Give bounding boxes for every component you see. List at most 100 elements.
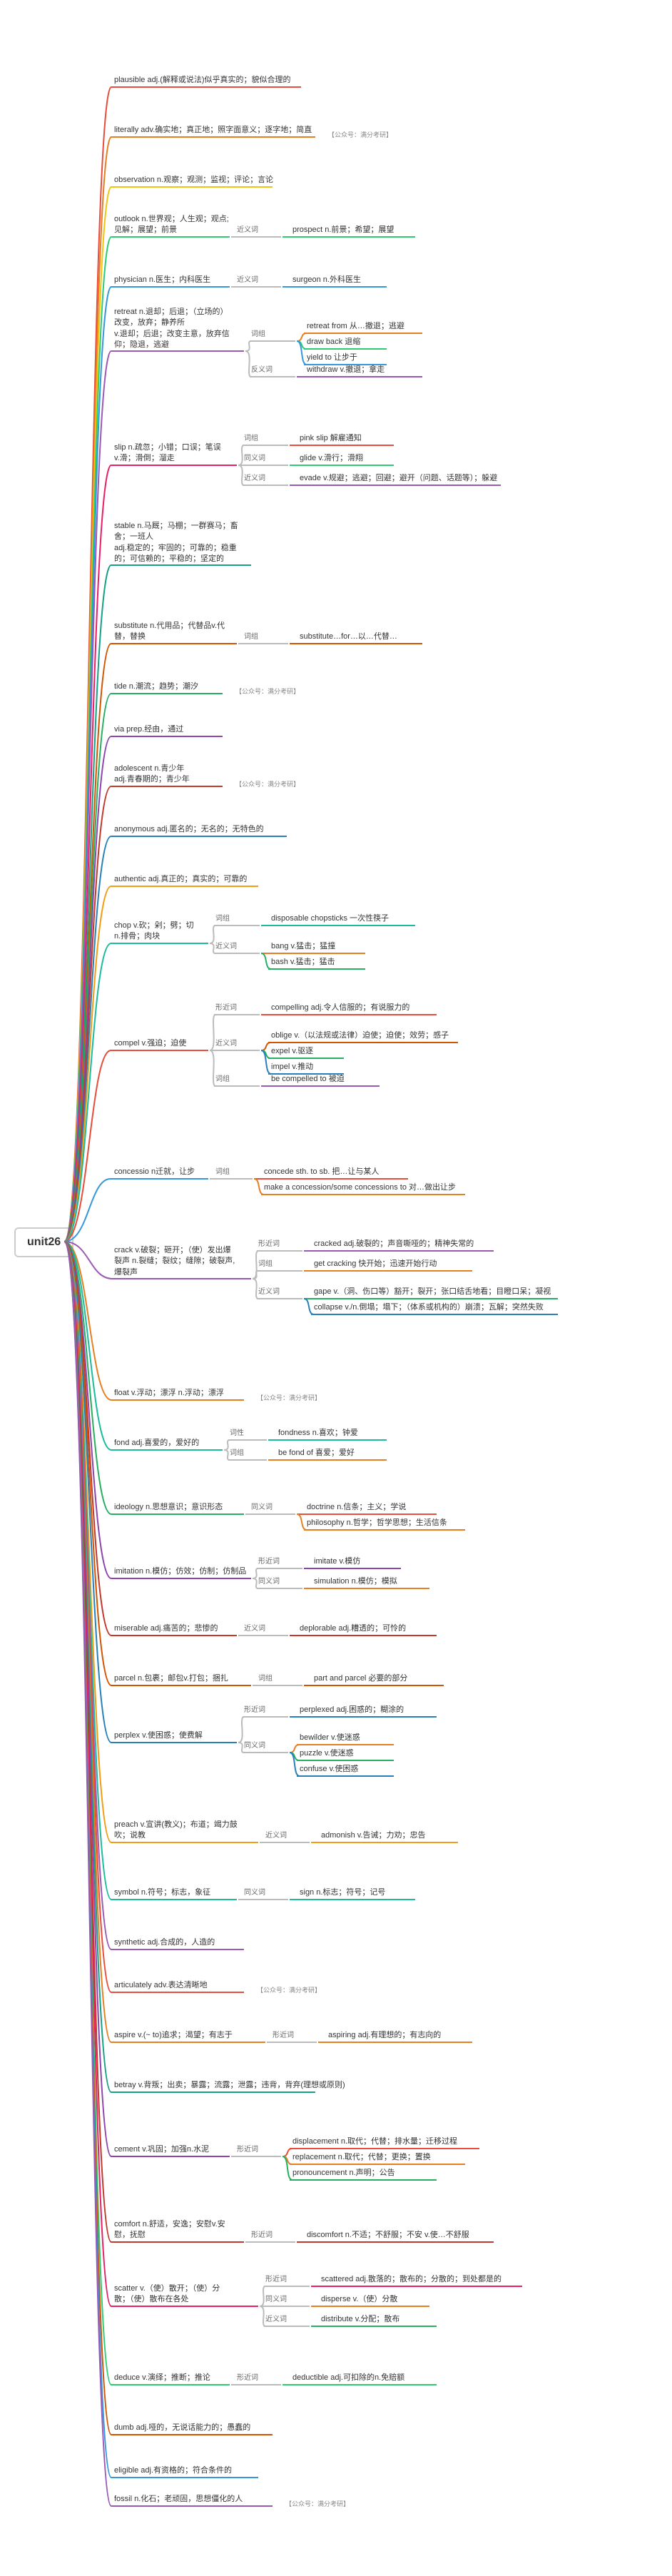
watermark-tag: 【公众号：满分考研】 <box>235 686 300 696</box>
connector-label: 词组 <box>215 1075 258 1086</box>
level2-node: perplexed adj.困惑的；糊涂的 <box>300 1705 435 1717</box>
level2-node: fondness n.喜欢；钟爱 <box>278 1428 385 1440</box>
level1-node: symbol n.符号；标志，象征 <box>114 1887 235 1900</box>
level3-node: draw back 退缩 <box>307 337 385 349</box>
level2-node: deplorable adj.糟透的；可怜的 <box>300 1623 435 1636</box>
connector-label: 词组 <box>244 434 287 445</box>
level1-node: chop v.砍；剁；劈；切n.排骨；肉块 <box>114 921 207 944</box>
connector-label: 词组 <box>244 632 287 644</box>
level3-node: yield to 让步于 <box>307 353 385 365</box>
level3-node: expel v.驱逐 <box>271 1046 342 1058</box>
level3-node: replacement n.取代；代替；更换；置换 <box>292 2152 464 2164</box>
level3-node: bash v.猛击；猛击 <box>271 957 364 969</box>
level1-node: perplex v.使困惑；使费解 <box>114 1730 235 1743</box>
level2-node: admonish v.告诫；力劝；忠告 <box>321 1830 457 1842</box>
level3-node: retreat from 从…撤退；逃避 <box>307 321 421 333</box>
watermark-tag: 【公众号：满分考研】 <box>257 1985 321 1994</box>
connector-label: 同义词 <box>265 2295 308 2306</box>
connector-label: 词性 <box>230 1429 265 1440</box>
level1-node: outlook n.世界观；人生观；观点;见解；展望；前景 <box>114 214 228 238</box>
level1-node: fossil n.化石；老顽固，思想僵化的人 <box>114 2494 271 2506</box>
root-node: unit26 <box>14 1227 73 1257</box>
connector-label: 近义词 <box>244 474 287 485</box>
level2-node: discomfort n.不适；不舒服；不安 v.使…不舒服 <box>307 2230 492 2242</box>
connector-label: 形近词 <box>215 1003 258 1015</box>
level3-node: collapse v./n.倒塌；塌下；（体系或机构的）崩溃；瓦解；突然失败 <box>314 1302 556 1314</box>
level1-node: adolescent n.青少年adj.青春期的；青少年 <box>114 764 221 787</box>
level3-node: impel v.推动 <box>271 1062 342 1074</box>
connector-label: 形近词 <box>258 1239 301 1251</box>
connector-label: 同义词 <box>244 1888 287 1900</box>
level2-node: pink slip 解雇通知 <box>300 433 392 445</box>
level1-node: ideology n.思想意识；意识形态 <box>114 1502 243 1514</box>
connector-label: 词组 <box>251 330 294 341</box>
level2-node: compelling adj.令人信服的；有说服力的 <box>271 1003 435 1015</box>
level2-node: surgeon n.外科医生 <box>292 275 385 287</box>
level2-node: substitute…for…以…代替… <box>300 632 421 644</box>
level2-node: simulation n.模仿；模拟 <box>314 1576 428 1588</box>
level2-node: distribute v.分配；散布 <box>321 2314 435 2326</box>
level2-node: evade v.规避；逃避；回避；避开（问题、话题等）；躲避 <box>300 473 499 485</box>
level1-node: articulately adv.表达清晰地 <box>114 1980 243 1992</box>
level1-node: via prep.经由，通过 <box>114 724 221 736</box>
level3-node: bang v.猛击；猛撞 <box>271 941 364 953</box>
watermark-tag: 【公众号：满分考研】 <box>285 2499 350 2508</box>
connector-label: 同义词 <box>244 454 287 465</box>
watermark-tag: 【公众号：满分考研】 <box>328 130 392 139</box>
level2-node: withdraw v.撤退；拿走 <box>307 365 421 377</box>
level1-node: slip n.疏忽；小错；口误；笔误v.滑；滑倒；溜走 <box>114 442 235 466</box>
level2-node: sign n.标志；符号；记号 <box>300 1887 414 1900</box>
connector-label: 同义词 <box>251 1503 294 1514</box>
level1-node: plausible adj.(解释或说法)似乎真实的；貌似合理的 <box>114 75 300 87</box>
watermark-tag: 【公众号：满分考研】 <box>257 1393 321 1402</box>
connector-label: 近义词 <box>265 1831 308 1842</box>
connector-label: 形近词 <box>237 2145 280 2156</box>
connector-label: 反义词 <box>251 365 294 377</box>
level1-node: deduce v.演绎；推断；推论 <box>114 2373 228 2385</box>
level1-node: float v.浮动；漂浮 n.浮动；漂浮 <box>114 1388 243 1400</box>
connector-label: 词组 <box>215 914 258 926</box>
connector-label: 近义词 <box>265 2315 308 2326</box>
level1-node: literally adv.确实地；真正地；照字面意义；逐字地；简直 <box>114 125 314 137</box>
connector-label: 形近词 <box>265 2275 308 2286</box>
level1-node: cement v.巩固；加强n.水泥 <box>114 2144 228 2156</box>
level2-node: aspiring adj.有理想的；有志向的 <box>328 2030 471 2042</box>
level1-node: synthetic adj.合成的，人造的 <box>114 1937 243 1949</box>
level3-node: make a concession/some concessions to 对…… <box>264 1182 464 1195</box>
connector-label: 形近词 <box>273 2031 315 2042</box>
level3-node: pronouncement n.声明；公告 <box>292 2168 435 2180</box>
level2-node: cracked adj.破裂的；声音嘶哑的；精神失常的 <box>314 1239 492 1251</box>
level1-node: betray v.背叛；出卖；暴露；流露；泄露；违背，背弃(理想或原则) <box>114 2080 314 2092</box>
level2-node: scattered adj.散落的；散布的；分散的；到处都是的 <box>321 2274 521 2286</box>
level2-node: be compelled to 被迫 <box>271 1074 378 1086</box>
level1-node: substitute n.代用品；代替品v.代替，替换 <box>114 621 235 644</box>
level1-node: retreat n.退却；后退；（立场的）改变，放弃；静养所v.退却；后退；改变… <box>114 307 243 353</box>
level1-node: eligible adj.有资格的；符合条件的 <box>114 2465 257 2478</box>
level2-node: disperse v.（使）分散 <box>321 2294 428 2306</box>
connector-label: 形近词 <box>237 2373 280 2385</box>
level1-node: observation n.观察；观测；监视；评论；言论 <box>114 175 271 187</box>
level2-node: prospect n.前景；希望；展望 <box>292 225 414 237</box>
connector-label: 形近词 <box>258 1557 301 1568</box>
connector-label: 近义词 <box>237 275 280 287</box>
level1-node: dumb adj.哑的，无说话能力的；愚蠢的 <box>114 2423 271 2435</box>
level3-node: philosophy n.哲学；哲学思想；生活信条 <box>307 1518 464 1530</box>
level1-node: fond adj.喜爱的，爱好的 <box>114 1438 221 1450</box>
connector-label: 近义词 <box>215 942 258 953</box>
level1-node: preach v.宣讲(教义)；布道；竭力鼓吹；说教 <box>114 1820 257 1843</box>
connector-label: 词组 <box>230 1449 265 1460</box>
connector-label: 形近词 <box>251 2231 294 2242</box>
level1-node: parcel n.包裹；邮包v.打包；捆扎 <box>114 1673 250 1685</box>
level1-node: scatter v.（使）散开；（使）分散；（使）散布在各处 <box>114 2283 257 2307</box>
level2-node: imitate v.模仿 <box>314 1556 399 1568</box>
connector-label: 词组 <box>215 1167 251 1179</box>
level1-node: compel v.强迫；迫使 <box>114 1038 207 1050</box>
level1-node: aspire v.(~ to)追求；渴望；有志于 <box>114 2030 264 2042</box>
level1-node: comfort n.舒适，安逸；安慰v.安慰，抚慰 <box>114 2219 243 2243</box>
connector-label: 词组 <box>258 1674 301 1685</box>
level3-node: concede sth. to sb. 把…让与某人 <box>264 1167 407 1179</box>
level3-node: oblige v.（以法规或法律）迫使；迫使；效劳；感子 <box>271 1030 457 1043</box>
connector-label: 同义词 <box>244 1741 287 1753</box>
level1-node: anonymous adj.匿名的；无名的；无特色的 <box>114 824 285 836</box>
watermark-tag: 【公众号：满分考研】 <box>235 779 300 788</box>
